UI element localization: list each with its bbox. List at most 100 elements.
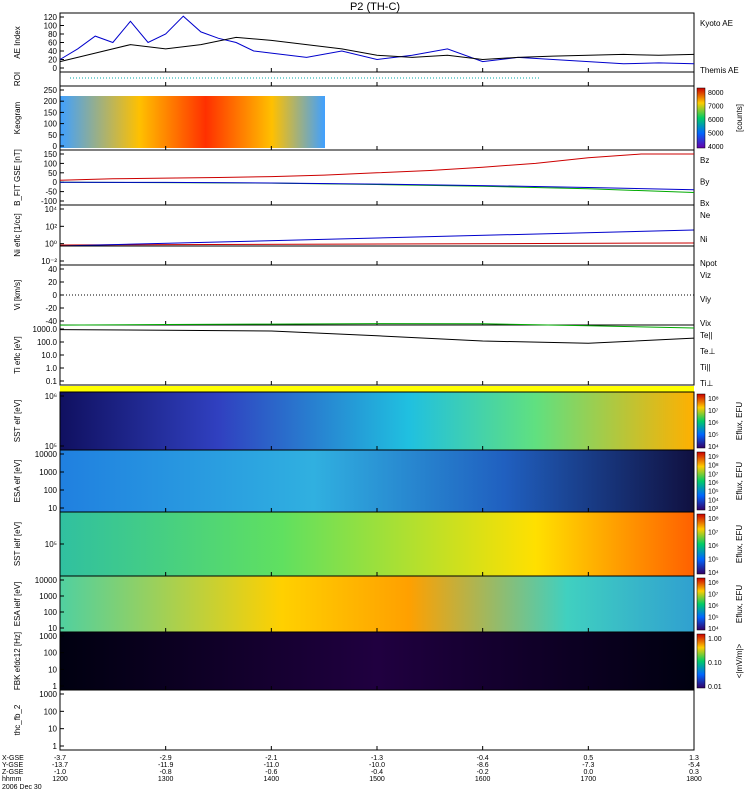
ae-ytick: 80: [48, 30, 57, 39]
esa_e-colorbar-tick: 10⁷: [708, 471, 719, 478]
esa_e-ytick: 10000: [35, 450, 58, 459]
xaxis-value-0-3: 1200: [52, 776, 68, 783]
ti-ytick: 0.1: [46, 377, 58, 386]
ni-ytick: 10⁴: [45, 205, 58, 214]
esa_i-colorbar-tick: 10⁷: [708, 592, 719, 599]
bfit-legend-1: By: [700, 178, 709, 187]
roi-ylabel: ROI: [13, 72, 22, 86]
xaxis-value-3-2: -0.4: [371, 769, 383, 776]
fb2-ytick: 100: [44, 707, 58, 716]
series-bfit-4: [59, 181, 695, 191]
bfit-legend-2: Bx: [700, 199, 709, 208]
keogram-image: [60, 96, 325, 148]
ti-ytick: 1000.0: [33, 325, 58, 334]
vi-frame: [59, 264, 695, 326]
ae-ytick: 40: [48, 47, 57, 56]
xaxis-value-3-1: -10.0: [369, 762, 385, 769]
xaxis-value-0-2: -1.0: [54, 769, 66, 776]
keogram-ytick: 150: [44, 108, 58, 117]
ae-ytick: 60: [48, 39, 57, 48]
ti-frame: [59, 324, 695, 386]
fb2-frame: [59, 689, 695, 751]
keogram-colorbar-tick: 4000: [708, 144, 724, 151]
keogram-ytick: 100: [44, 120, 58, 129]
xaxis-value-6-3: 1800: [686, 776, 702, 783]
xaxis-value-4-1: -8.6: [477, 762, 489, 769]
ae-legend-1: Themis AE: [700, 66, 739, 75]
xaxis-value-6-0: 1.3: [689, 755, 699, 762]
xaxis-value-5-2: 0.0: [583, 769, 593, 776]
sst_e-colorbar-tick: 10⁴: [708, 444, 719, 451]
keogram-ytick: 50: [48, 131, 57, 140]
xaxis-value-6-1: -5.4: [688, 762, 700, 769]
esa_e-colorbar-label: Eflux, EFU: [735, 462, 744, 500]
sst_i-colorbar-tick: 10⁸: [708, 516, 719, 523]
xaxis-value-4-0: -0.4: [477, 755, 489, 762]
bfit-ytick: 0: [53, 178, 58, 187]
esa_e-colorbar-tick: 10⁶: [708, 480, 719, 487]
esa_i-ytick: 10000: [35, 576, 58, 585]
xaxis-value-0-0: -3.7: [54, 755, 66, 762]
series-ae-1: [59, 36, 695, 63]
bfit-ytick: 150: [44, 150, 58, 159]
esa_i-colorbar-tick: 10⁴: [708, 626, 719, 633]
bfit-frame: [59, 149, 695, 206]
xaxis-value-3-0: -1.3: [371, 755, 383, 762]
keogram-ytick: 0: [53, 142, 58, 151]
xaxis-row-label-0: X-GSE: [2, 755, 24, 762]
ae-ylabel: AE Index: [13, 26, 22, 58]
esa_i-ytick: 10: [48, 624, 57, 633]
series-bfit-2: [59, 153, 694, 181]
fb2-ylabel: thc_fb_2: [13, 704, 22, 735]
esa_i-colorbar: [696, 577, 706, 631]
fbk-colorbar-label: <|mV/m|>: [735, 643, 744, 678]
xaxis-row-label-1: Y-GSE: [2, 762, 23, 769]
fbk-spectrogram: [60, 632, 694, 690]
sst_i-colorbar-tick: 10⁷: [708, 530, 719, 537]
ni-frame: [59, 204, 695, 266]
fbk-colorbar-tick: 0.01: [708, 684, 722, 691]
esa_e-ylabel: ESA elf [eV]: [13, 460, 22, 503]
esa_i-ytick: 100: [44, 608, 58, 617]
sst_e-ytick: 10⁵: [45, 442, 57, 451]
vi-legend-1: Viy: [700, 295, 711, 304]
esa_i-ytick: 1000: [39, 592, 57, 601]
esa_e-colorbar-tick: 10⁵: [708, 489, 719, 496]
ae-ytick: 0: [53, 64, 58, 73]
esa_i-ylabel: ESA ielf [eV]: [13, 582, 22, 626]
ni-ytick: 10²: [45, 222, 57, 231]
ti-ytick: 1.0: [46, 364, 58, 373]
ti-legend-1: Te⊥: [700, 347, 715, 356]
sst_e-spectrogram: [60, 392, 694, 450]
fb2-ytick: 10: [48, 725, 57, 734]
ni-legend-0: Ne: [700, 211, 711, 220]
keogram-colorbar-tick: 8000: [708, 90, 724, 97]
fbk-ytick: 1000: [39, 632, 57, 641]
xaxis-value-5-1: -7.3: [582, 762, 594, 769]
sst_e-colorbar-tick: 10⁵: [708, 432, 719, 439]
ti-ytick: 10.0: [41, 351, 57, 360]
bfit-ylabel: B_FIT GSE [nT]: [13, 149, 22, 206]
sst_i-ytick: 10⁵: [45, 540, 57, 549]
fbk-ytick: 10: [48, 665, 57, 674]
sst_e-colorbar-tick: 10⁶: [708, 420, 719, 427]
esa_i-colorbar-tick: 10⁸: [708, 580, 719, 587]
bfit-ytick: -100: [41, 197, 58, 206]
esa_i-spectrogram: [60, 576, 694, 632]
ti-legend-0: Te||: [700, 331, 713, 340]
xaxis-value-1-2: -0.8: [160, 769, 172, 776]
xaxis-value-4-2: -0.2: [477, 769, 489, 776]
ae-ytick: 100: [44, 22, 58, 31]
bfit-legend-0: Bz: [700, 156, 709, 165]
ti-legend-2: Ti||: [700, 363, 711, 372]
xaxis-value-2-2: -0.6: [265, 769, 277, 776]
bfit-ytick: 100: [44, 159, 58, 168]
sst_i-colorbar-tick: 10⁵: [708, 557, 719, 564]
xaxis-value-5-0: 0.5: [583, 755, 593, 762]
ni-ylabel: Ni eflc [1/cc]: [13, 213, 22, 257]
bfit-ytick: -50: [45, 188, 57, 197]
esa_e-spectrogram: [60, 450, 694, 512]
esa_i-colorbar-label: Eflux, EFU: [735, 585, 744, 623]
